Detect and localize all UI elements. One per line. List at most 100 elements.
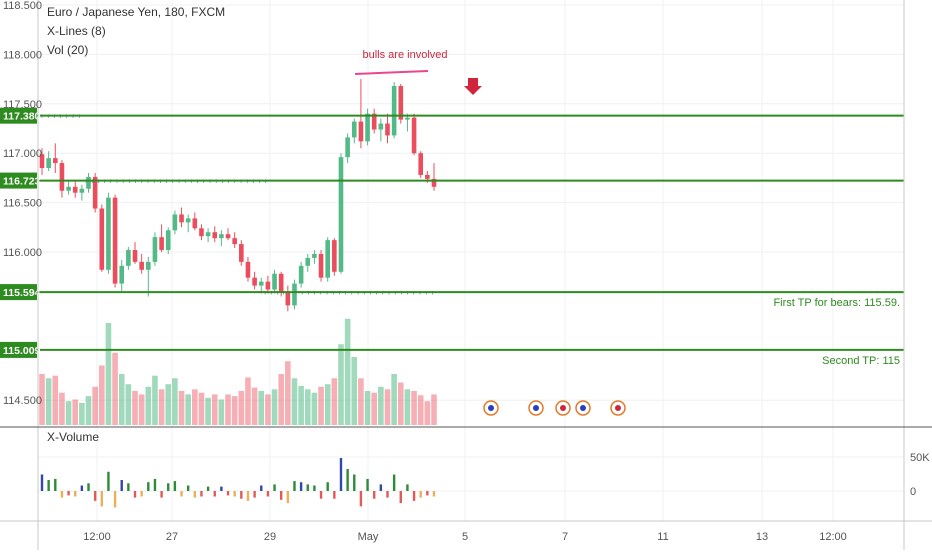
- xline-marker-low: +: [430, 290, 434, 297]
- xline-marker-upper: +: [40, 114, 44, 121]
- xvolume-bar: [160, 491, 163, 498]
- volume-bar: [52, 375, 59, 425]
- level-price-label: 115.594: [3, 287, 41, 299]
- xvolume-bar: [346, 469, 349, 491]
- candle-body: [199, 228, 204, 237]
- candle-body: [391, 86, 397, 136]
- xline-marker-mid: +: [146, 179, 150, 186]
- xline-marker-low: +: [393, 290, 397, 297]
- chart-title: Euro / Japanese Yen, 180, FXCM: [47, 5, 226, 19]
- time-tick-label: 12:00: [83, 531, 111, 543]
- candle-body: [405, 117, 410, 120]
- candle-body: [325, 240, 330, 278]
- volume-bar: [291, 378, 298, 425]
- xvolume-bar: [200, 491, 203, 497]
- candle-body: [298, 265, 304, 284]
- candle-body: [106, 197, 111, 270]
- xline-marker-low: +: [275, 290, 279, 297]
- xvolume-bar: [359, 491, 363, 507]
- xvolume-bar: [133, 491, 137, 498]
- xvolume-bar: [313, 485, 316, 491]
- candle-body: [79, 188, 85, 193]
- xvolume-bar: [74, 491, 77, 497]
- level-note: Second TP: 115: [822, 355, 900, 367]
- volume-bar: [364, 391, 371, 425]
- xvolume-bar: [426, 491, 429, 496]
- volume-bar: [85, 396, 92, 425]
- volume-bar: [231, 396, 238, 425]
- xline-marker-low: +: [263, 290, 267, 297]
- volume-bar: [378, 386, 384, 425]
- volume-bar: [265, 394, 271, 425]
- candle-body: [265, 281, 271, 290]
- volume-bar: [59, 392, 65, 425]
- xvolume-bar: [113, 491, 117, 508]
- annotation-text: bulls are involved: [363, 49, 448, 61]
- volume-bar: [45, 378, 52, 425]
- xvolume-bar: [293, 481, 296, 491]
- event-icon: [610, 400, 626, 416]
- xline-marker-low: +: [313, 290, 317, 297]
- xline-marker-mid: +: [196, 179, 200, 186]
- level-price-tag: [0, 341, 37, 358]
- xline-marker-low: +: [331, 290, 335, 297]
- volume-bar: [324, 384, 331, 425]
- xline-marker-mid: +: [121, 179, 125, 186]
- xline-marker-mid: +: [202, 179, 206, 186]
- xvolume-bar: [167, 483, 170, 491]
- xline-marker-mid: +: [103, 179, 107, 186]
- xvolume-bar: [193, 491, 197, 498]
- volume-bar: [358, 378, 364, 425]
- xline-marker-low: +: [399, 290, 403, 297]
- volume-bar: [238, 391, 245, 425]
- xline-marker-mid: +: [183, 179, 187, 186]
- candle-body: [278, 273, 284, 292]
- xline-marker-mid: +: [264, 179, 268, 186]
- volume-bar: [411, 391, 417, 425]
- xline-marker-mid: +: [189, 179, 193, 186]
- xline-marker-mid: +: [208, 179, 212, 186]
- xvolume-bar: [233, 491, 236, 497]
- volume-bar: [311, 392, 318, 425]
- xline-marker-mid: +: [245, 179, 249, 186]
- volume-bar: [278, 374, 284, 425]
- xvolume-bar: [419, 491, 422, 498]
- volume-bar: [92, 386, 98, 425]
- event-icon-dot: [560, 405, 566, 411]
- volume-bar: [351, 357, 358, 425]
- volume-bar: [39, 374, 45, 425]
- candles: [39, 79, 437, 312]
- xline-marker-mid: +: [84, 179, 88, 186]
- candle-body: [425, 174, 430, 179]
- candle-body: [139, 261, 144, 270]
- xvolume-bar: [173, 481, 177, 491]
- volume-bar: [98, 365, 105, 425]
- candle-body: [159, 237, 164, 251]
- volume-bar: [79, 402, 85, 425]
- volume-bar: [165, 384, 172, 425]
- volume-tick-label: 0: [910, 486, 916, 498]
- volume-bar: [105, 323, 112, 425]
- volume-bar: [145, 386, 152, 425]
- xvolume-bar: [60, 491, 64, 498]
- time-tick-label: 5: [462, 531, 468, 543]
- event-icon: [575, 400, 591, 416]
- price-tick-label: 117.000: [3, 148, 42, 160]
- volume-bar: [65, 401, 72, 425]
- candle-body: [285, 291, 291, 306]
- candle-body: [371, 113, 377, 130]
- candle-body: [272, 273, 277, 290]
- xline-marker-mid: +: [115, 179, 119, 186]
- candle-body: [318, 253, 324, 278]
- candle-body: [52, 158, 58, 164]
- volume-bar: [371, 392, 378, 425]
- volume-bar: [404, 389, 411, 425]
- volume-bar: [424, 401, 431, 425]
- xline-marker-low: +: [412, 290, 416, 297]
- volume-bar: [258, 391, 265, 425]
- xline-marker-mid: +: [90, 179, 94, 186]
- xvolume-bar: [392, 474, 396, 491]
